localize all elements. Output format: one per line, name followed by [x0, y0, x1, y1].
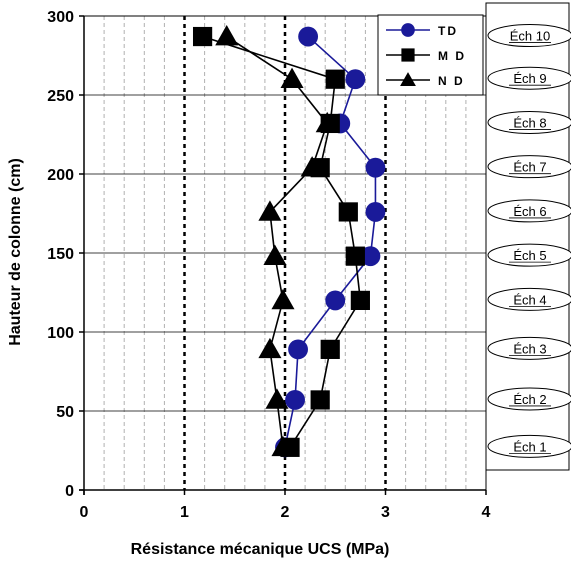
y-axis-title: Hauteur de colonne (cm)	[7, 158, 24, 346]
legend-label: N D	[438, 74, 465, 88]
sample-ellipse	[487, 155, 571, 179]
x-tick-label: 1	[180, 504, 189, 521]
sample-text: Éch 4	[513, 292, 546, 307]
y-tick-label: 200	[47, 167, 74, 184]
sample-text: Éch 7	[513, 160, 546, 175]
data-point	[345, 69, 366, 90]
data-point	[271, 435, 295, 457]
data-point	[265, 388, 289, 409]
data-point	[258, 337, 282, 359]
sample-label: Éch 4	[487, 287, 571, 311]
y-tick-label: 300	[47, 9, 74, 26]
sample-label: Éch 5	[487, 243, 571, 267]
sample-label: Éch 3	[487, 336, 571, 360]
sample-ellipse	[487, 199, 571, 223]
series-triangle	[215, 25, 339, 457]
data-point	[360, 246, 381, 267]
data-point	[365, 202, 386, 222]
series-line	[226, 35, 329, 448]
sample-text: Éch 9	[513, 71, 546, 86]
legend-marker	[401, 23, 415, 37]
data-point	[298, 26, 319, 47]
sample-text: Éch 5	[513, 248, 546, 263]
data-point	[258, 200, 282, 221]
sample-ellipse	[487, 24, 571, 48]
data-point	[300, 156, 324, 177]
y-tick-label: 100	[47, 325, 74, 342]
sample-label: Éch 7	[487, 155, 571, 179]
sample-column-border	[485, 2, 570, 471]
legend-marker	[400, 72, 416, 87]
data-point	[325, 290, 346, 311]
sample-ellipse	[487, 243, 571, 267]
data-point	[338, 202, 358, 222]
sample-text: Éch 8	[513, 115, 546, 130]
sample-label: Éch 1	[487, 434, 571, 458]
x-axis-title: Résistance mécanique UCS (MPa)	[131, 541, 390, 558]
legend-item: M D	[386, 48, 466, 63]
legend-item: TD	[386, 23, 458, 38]
data-point	[285, 390, 305, 410]
data-point	[192, 26, 213, 47]
sample-text: Éch 10	[510, 29, 550, 44]
sample-ellipse	[487, 434, 571, 458]
legend: TD M D N D	[377, 14, 484, 96]
y-tick-label: 150	[47, 246, 74, 263]
sample-ellipse	[487, 110, 571, 134]
data-point	[365, 157, 386, 178]
y-tick-label: 250	[47, 88, 74, 105]
series-line	[202, 35, 362, 448]
data-point	[350, 290, 370, 310]
y-tick-label: 50	[56, 404, 74, 421]
legend-marker	[401, 48, 415, 62]
x-tick-label: 3	[381, 504, 390, 521]
series-circle	[275, 26, 386, 458]
sample-label: Éch 8	[487, 110, 571, 134]
sample-text: Éch 3	[513, 341, 546, 356]
data-point	[310, 390, 330, 410]
sample-text: Éch 2	[513, 392, 546, 407]
data-point	[325, 69, 345, 89]
y-tick-label: 0	[65, 483, 74, 500]
x-tick-label: 2	[281, 504, 290, 521]
sample-text: Éch 1	[513, 439, 546, 454]
sample-label: Éch 6	[487, 199, 571, 223]
x-tick-label: 0	[80, 504, 89, 521]
sample-text: Éch 6	[513, 204, 546, 219]
sample-labels: Éch 10 Éch 9 Éch 8 Éch 7 Éch 6 Éch 5 Éch 4 Éch …	[485, 2, 571, 471]
sample-ellipse	[487, 287, 571, 311]
sample-ellipse	[487, 66, 571, 90]
sample-ellipse	[487, 336, 571, 360]
data-point	[280, 67, 304, 88]
data-point	[288, 339, 308, 360]
legend-label: TD	[438, 24, 458, 38]
data-point	[320, 339, 340, 359]
data-point	[263, 244, 287, 265]
series-square	[192, 26, 370, 457]
x-tick-label: 4	[482, 504, 491, 521]
series-line	[284, 35, 377, 448]
legend-item: N D	[386, 72, 465, 88]
sample-label: Éch 9	[487, 66, 571, 90]
sample-ellipse	[487, 387, 571, 411]
data-point	[345, 246, 365, 266]
legend-label: M D	[438, 49, 466, 63]
data-point	[271, 288, 295, 310]
sample-label: Éch 2	[487, 387, 571, 411]
data-point	[315, 111, 339, 133]
plot-area: 0 50 100 150 200 250 300 0 1 2 3 4	[47, 9, 490, 521]
sample-label: Éch 10	[487, 24, 571, 48]
data-point	[215, 25, 239, 46]
